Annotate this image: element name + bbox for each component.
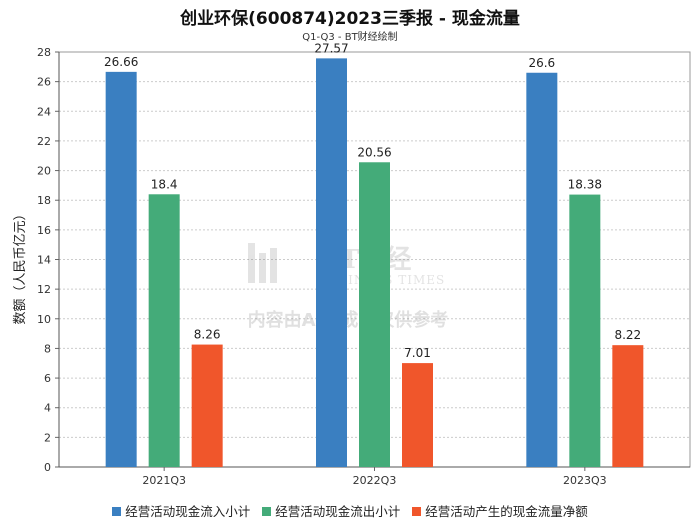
y-tick-label: 22 [37,135,51,148]
bar-value-label: 27.57 [314,41,348,55]
watermark-logo-bar [270,248,277,283]
legend-item: 经营活动现金流出小计 [262,501,400,520]
watermark-notice: 内容由AI生成，仅供参考 [248,309,449,331]
chart-subtitle: Q1-Q3 - BT财经绘制 [302,32,398,43]
y-tick-label: 26 [37,76,51,89]
bar [316,58,347,467]
legend-item: 经营活动现金流入小计 [112,501,250,520]
y-tick-label: 2 [44,431,51,444]
legend-swatch [262,507,272,516]
legend-label: 经营活动现金流入小计 [125,504,251,519]
legend-swatch [412,507,422,516]
watermark-logo-bar [259,253,266,283]
y-tick-label: 8 [44,342,51,355]
bar [191,344,223,467]
x-tick-label: 2023Q3 [563,474,607,487]
y-tick-label: 28 [37,46,51,59]
bar-value-label: 7.01 [404,346,431,360]
bar [105,71,137,467]
bar [569,194,601,467]
bar-value-label: 8.22 [614,328,641,342]
bar-value-label: 18.4 [151,177,178,191]
y-tick-label: 12 [37,283,51,296]
bar-value-label: 26.66 [104,55,138,69]
legend-label: 经营活动产生的现金流量净额 [425,504,588,519]
legend: 经营活动现金流入小计 经营活动现金流出小计 经营活动产生的现金流量净额 [0,501,700,520]
legend-item: 经营活动产生的现金流量净额 [412,501,588,520]
bar [612,345,644,467]
bar-value-label: 26.6 [528,56,555,70]
y-tick-label: 10 [37,313,51,326]
legend-label: 经营活动现金流出小计 [275,504,401,519]
bar-value-label: 18.38 [568,178,602,192]
bars: 26.66 18.4 8.26 27.57 20.56 7.01 26.6 18.38 8.22 [104,41,644,468]
chart-title: 创业环保(600874)2023三季报 - 现金流量 [180,9,520,29]
bar-value-label: 8.26 [194,328,221,342]
y-tick-label: 4 [44,402,51,415]
x-tick-label: 2021Q3 [142,474,186,487]
y-tick-label: 24 [37,105,51,118]
y-axis-label: 数额（人民币亿元） [13,207,28,324]
y-tick-label: 6 [44,372,51,385]
y-tick-label: 16 [37,224,51,237]
bar [148,194,180,468]
y-tick-label: 20 [37,165,51,178]
bar-value-label: 20.56 [357,145,391,159]
y-tick-label: 0 [44,461,51,474]
y-tick-label: 18 [37,194,51,207]
y-tick-label: 14 [37,254,51,267]
watermark-logo-bar [248,243,255,283]
bar [526,72,558,467]
x-tick-label: 2022Q3 [353,474,397,487]
bar [359,162,390,467]
legend-swatch [112,507,122,516]
bar [402,363,433,467]
